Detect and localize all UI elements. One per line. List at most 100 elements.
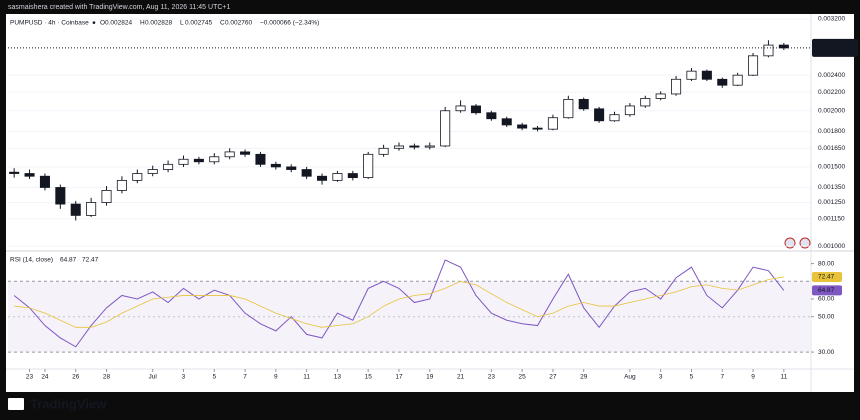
candle-body bbox=[532, 127, 543, 130]
candle-body bbox=[640, 98, 651, 107]
countdown: 01:14:28 bbox=[818, 49, 844, 56]
brand: TradingView bbox=[30, 396, 107, 411]
candle-body bbox=[24, 173, 35, 177]
legend-value: 72.47 bbox=[82, 257, 99, 264]
x-tick-label: 25 bbox=[519, 374, 527, 381]
x-tick-label: 17 bbox=[395, 374, 403, 381]
x-tick-label: 26 bbox=[72, 374, 80, 381]
candle-body bbox=[501, 118, 512, 126]
candle-body bbox=[317, 175, 328, 181]
x-tick-label: 15 bbox=[365, 374, 373, 381]
y-tick-label: 0.001150 bbox=[818, 215, 845, 222]
candle-body bbox=[347, 173, 358, 179]
candle-body bbox=[363, 153, 374, 179]
candle-body bbox=[9, 171, 20, 174]
candle-body bbox=[748, 55, 759, 76]
y-tick-label: 60.00 bbox=[818, 296, 835, 303]
logo-icon bbox=[8, 398, 24, 410]
y-tick-label: 0.002200 bbox=[818, 89, 845, 96]
x-tick-label: 5 bbox=[212, 374, 216, 381]
ohlc-key: H bbox=[140, 20, 145, 27]
value-tag-label: 72.47 bbox=[818, 274, 835, 281]
x-tick-label: 3 bbox=[182, 374, 186, 381]
candle-body bbox=[116, 179, 127, 191]
candle-body bbox=[686, 70, 697, 80]
candle-body bbox=[778, 44, 789, 49]
candle-body bbox=[671, 78, 682, 95]
y-tick-label: 0.001250 bbox=[818, 199, 845, 206]
x-tick-label: 28 bbox=[103, 374, 111, 381]
candle-body bbox=[440, 110, 451, 147]
x-tick-label: 23 bbox=[26, 374, 34, 381]
candle-body bbox=[517, 124, 528, 129]
last-price-label: 0.002760 bbox=[818, 41, 845, 48]
candle-body bbox=[424, 145, 435, 148]
candle-body bbox=[701, 70, 712, 80]
legend-value: 64.87 bbox=[60, 257, 77, 264]
x-tick-label: 19 bbox=[426, 374, 434, 381]
ohlc-change: −0.000066 (−2.34%) bbox=[260, 20, 319, 27]
ohlc-value: 0.002824 bbox=[105, 20, 132, 27]
candle-body bbox=[578, 98, 589, 110]
candle-body bbox=[332, 173, 343, 181]
x-tick-label: 27 bbox=[549, 374, 557, 381]
candle-body bbox=[255, 153, 266, 165]
x-tick-label: 11 bbox=[303, 374, 310, 381]
candle-body bbox=[301, 169, 312, 177]
flag-icon[interactable] bbox=[799, 237, 811, 249]
ohlc-value: 0.002760 bbox=[225, 20, 252, 27]
candle-body bbox=[193, 158, 204, 163]
y-tick-label: 0.001500 bbox=[818, 164, 845, 171]
candle-body bbox=[86, 202, 97, 216]
candle-body bbox=[209, 156, 220, 163]
x-tick-label: 5 bbox=[690, 374, 694, 381]
x-tick-label: 11 bbox=[780, 374, 787, 381]
candle-body bbox=[563, 98, 574, 119]
x-tick-label: Aug bbox=[624, 374, 636, 381]
candle-body bbox=[270, 163, 281, 168]
candle-body bbox=[378, 147, 389, 155]
ohlc-key: L bbox=[180, 20, 184, 27]
candle-body bbox=[455, 105, 466, 112]
last-price-tag bbox=[812, 38, 858, 57]
value-tag bbox=[812, 285, 842, 296]
x-tick-label: 7 bbox=[720, 374, 724, 381]
x-tick-label: 29 bbox=[580, 374, 588, 381]
y-tick-label: 80.00 bbox=[818, 260, 835, 267]
ohlc-value: 0.002828 bbox=[145, 20, 172, 27]
candle-body bbox=[101, 189, 112, 203]
candle-body bbox=[55, 187, 66, 205]
candle-body bbox=[147, 169, 158, 174]
candle-body bbox=[763, 44, 774, 57]
candle-body bbox=[732, 74, 743, 86]
candle-body bbox=[655, 93, 666, 99]
y-tick-label: 0.002400 bbox=[818, 72, 845, 79]
x-tick-label: 21 bbox=[457, 374, 465, 381]
value-tag bbox=[812, 271, 842, 282]
credit: sasmaishera created with TradingView.com… bbox=[8, 4, 230, 11]
ohlc-value: 0.002745 bbox=[185, 20, 212, 27]
x-tick-label: 9 bbox=[274, 374, 278, 381]
rsi-line bbox=[13, 259, 785, 348]
x-tick-label: 13 bbox=[334, 374, 342, 381]
x-tick-label: 23 bbox=[488, 374, 496, 381]
y-tick-label: 50.00 bbox=[818, 313, 835, 320]
x-tick-label: 3 bbox=[659, 374, 663, 381]
ohlc-dot: ● bbox=[92, 20, 96, 27]
value-tag-label: 64.87 bbox=[818, 287, 835, 294]
candle-body bbox=[547, 117, 558, 130]
candle-body bbox=[240, 151, 251, 155]
candle-body bbox=[470, 105, 481, 114]
x-tick-label: 24 bbox=[41, 374, 49, 381]
candle-body bbox=[286, 166, 297, 170]
rsi-title: RSI (14, close) bbox=[10, 257, 53, 264]
flag-icon[interactable] bbox=[784, 237, 796, 249]
y-tick-label: 0.001650 bbox=[818, 145, 845, 152]
x-tick-label: Jul bbox=[149, 374, 158, 381]
x-tick-label: 7 bbox=[243, 374, 247, 381]
rsi-line bbox=[14, 276, 784, 328]
y-tick-label: 0.001350 bbox=[818, 184, 845, 191]
y-tick-label: 30.00 bbox=[818, 349, 835, 356]
ohlc-key: C bbox=[220, 20, 225, 27]
